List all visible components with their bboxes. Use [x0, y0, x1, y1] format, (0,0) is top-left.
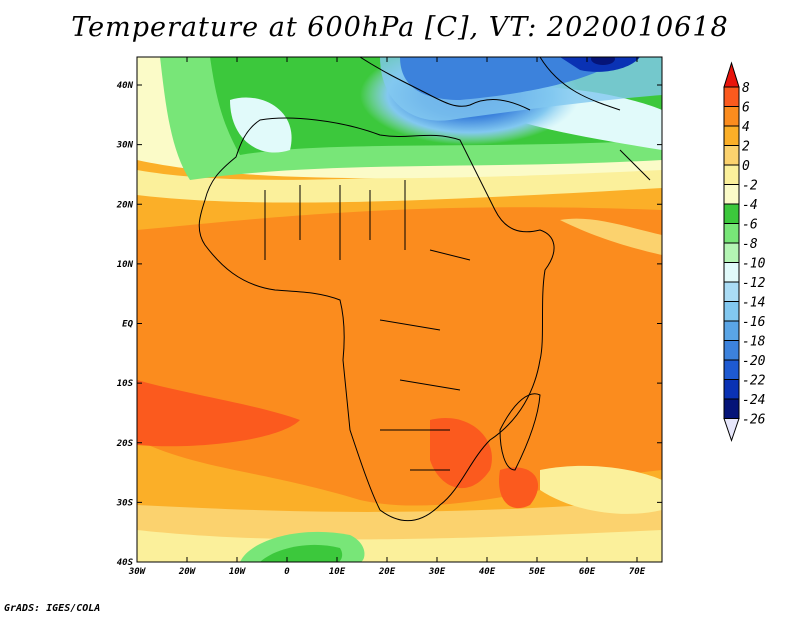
colorbar-swatch [723, 242, 740, 263]
colorbar-label: -18 [742, 335, 766, 350]
lon-label: 10E [329, 567, 346, 577]
colorbar-swatch [723, 203, 740, 224]
lon-label: 30E [428, 567, 446, 577]
colorbar-label: -6 [742, 218, 758, 233]
colorbar-label: 8 [742, 81, 750, 96]
grads-credit: GrADS: IGES/COLA [4, 603, 101, 614]
colorbar-swatch [723, 281, 740, 302]
colorbar-swatch [723, 106, 740, 127]
lat-label: 20N [116, 200, 134, 210]
colorbar-label: -10 [742, 257, 766, 272]
colorbar-label: -14 [742, 296, 765, 311]
map-frame [136, 56, 663, 563]
colorbar-label: -12 [742, 276, 766, 291]
colorbar-swatch [723, 223, 740, 244]
longitude-axis: 30W 20W 10W 0 10E 20E 30E 40E 50E 60E 70E [128, 57, 646, 577]
lon-label: 60E [579, 567, 596, 577]
lat-label: 10N [117, 260, 134, 270]
colorbar-label: 4 [742, 120, 750, 135]
colorbar-swatch [723, 145, 740, 166]
lat-label: 20S [116, 439, 134, 449]
lon-label: 30W [128, 567, 147, 577]
colorbar-swatch [723, 86, 740, 107]
colorbar-swatch [723, 164, 740, 185]
colorbar-swatch [723, 398, 740, 419]
lon-label: 20W [178, 567, 197, 577]
lat-label: 30N [116, 141, 134, 151]
colorbar-label: 0 [742, 159, 750, 174]
colorbar-label: -24 [742, 393, 765, 408]
colorbar-swatch [723, 184, 740, 205]
lon-label: 10W [229, 567, 247, 577]
lat-label: 40N [117, 81, 134, 91]
colorbar-swatch [723, 359, 740, 380]
colorbar-swatch [723, 379, 740, 400]
temperature-field [137, 57, 662, 562]
colorbar-swatch [723, 125, 740, 146]
lat-label: 40S [117, 558, 134, 568]
lon-label: 20E [378, 567, 396, 577]
colorbar-label: -20 [742, 354, 766, 369]
coastlines [198, 57, 651, 522]
colorbar: 8 6 4 2 0 -2 -4 -6 -8 -10 -12 -14 -16 -18 -20 -22 -24 -26 [723, 61, 766, 443]
lon-label: 50E [529, 567, 546, 577]
colorbar-label: 2 [742, 140, 750, 155]
colorbar-label: -26 [742, 413, 766, 428]
colorbar-swatch [723, 301, 740, 322]
map-title: Temperature at 600hPa [C], VT: 202001061… [71, 12, 729, 43]
colorbar-top-arrow [723, 61, 740, 88]
colorbar-swatch [723, 320, 740, 341]
colorbar-label: 6 [742, 101, 750, 116]
lon-label: 40E [479, 567, 496, 577]
colorbar-label: -2 [742, 179, 758, 194]
colorbar-bottom-arrow [723, 418, 740, 443]
latitude-axis: 40N 30N 20N 10N EQ 10S 20S 30S 40S [116, 81, 662, 568]
lon-label: 0 [284, 567, 290, 577]
colorbar-label: -4 [742, 198, 758, 213]
lat-label: EQ [122, 320, 133, 330]
colorbar-swatch [723, 340, 740, 361]
lat-label: 10S [117, 379, 134, 389]
colorbar-label: -8 [742, 237, 758, 252]
colorbar-label: -16 [742, 315, 766, 330]
lon-label: 70E [629, 567, 646, 577]
lat-label: 30S [116, 498, 134, 508]
colorbar-label: -22 [742, 374, 766, 389]
colorbar-swatch [723, 262, 740, 283]
